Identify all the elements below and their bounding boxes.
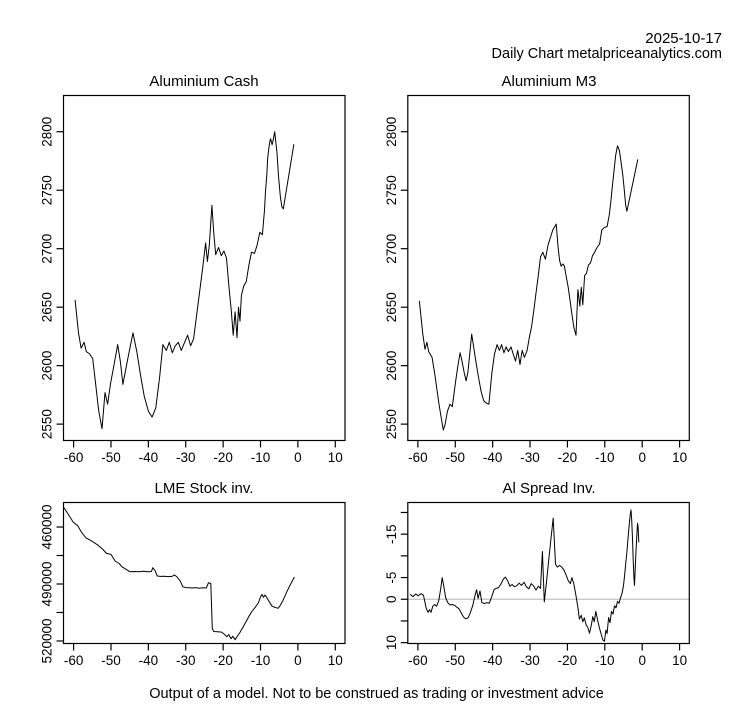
x-tick-label: -60 (408, 653, 428, 668)
plot-box (62, 94, 346, 442)
plot-box (407, 501, 690, 645)
y-tick-label: 2600 (384, 351, 399, 381)
x-tick-label: 10 (672, 653, 687, 668)
x-tick-label: -50 (101, 450, 121, 465)
x-tick-label: 0 (638, 653, 646, 668)
y-tick-label: 2750 (384, 175, 399, 205)
y-tick-label: 520000 (40, 618, 55, 663)
y-tick-label: -5 (384, 572, 399, 584)
y-tick-label: 2700 (384, 234, 399, 264)
x-tick-label: -30 (520, 450, 540, 465)
x-tick-label: -50 (446, 653, 466, 668)
x-tick-label: 0 (638, 450, 646, 465)
y-tick-label: 2750 (40, 175, 55, 205)
plot-box (407, 94, 690, 442)
disclaimer: Output of a model. Not to be construed a… (149, 686, 604, 702)
chart-title-al-spread-inv: Al Spread Inv. (502, 479, 596, 497)
y-tick-label: 2600 (40, 351, 55, 381)
y-tick-label: -15 (384, 524, 399, 544)
x-tick-label: -60 (64, 653, 84, 668)
x-tick-label: -20 (213, 653, 233, 668)
x-tick-label: -40 (139, 450, 159, 465)
chart-title-lme-stock-inv: LME Stock inv. (154, 479, 254, 497)
x-tick-label: -50 (446, 450, 466, 465)
y-tick-label: 460000 (40, 504, 55, 549)
x-tick-label: -30 (176, 450, 196, 465)
x-tick-label: -60 (64, 450, 84, 465)
y-tick-label: 2650 (384, 292, 399, 322)
chart-2: -60 -50 -40 -30 -20 -10 0 10 460000 490000 520000 (40, 501, 346, 668)
series-line (63, 507, 295, 641)
x-tick-label: -30 (520, 653, 540, 668)
x-tick-label: -40 (139, 653, 159, 668)
y-tick-label: 2800 (384, 117, 399, 147)
chart-0: -60 -50 -40 -30 -20 -10 0 10 2550 2600 2650 2700 275… (40, 94, 346, 465)
series-line (418, 145, 639, 431)
x-tick-label: 10 (328, 450, 343, 465)
y-tick-label: 2550 (384, 409, 399, 439)
y-tick-label: 2700 (40, 234, 55, 264)
x-tick-label: -10 (595, 653, 615, 668)
x-tick-label: -40 (483, 450, 503, 465)
x-tick-label: 10 (328, 653, 343, 668)
x-tick-label: -10 (251, 653, 271, 668)
x-tick-label: 10 (672, 450, 687, 465)
y-tick-label: 2650 (40, 292, 55, 322)
y-tick-label: 490000 (40, 561, 55, 606)
y-tick-label: 0 (384, 595, 399, 603)
x-tick-label: -10 (251, 450, 271, 465)
x-tick-label: -30 (176, 653, 196, 668)
x-tick-label: -20 (213, 450, 233, 465)
x-tick-label: 0 (294, 653, 302, 668)
series-line (409, 509, 640, 642)
plot-box (62, 501, 346, 645)
x-tick-label: -40 (483, 653, 503, 668)
series-line (74, 131, 295, 430)
chart-title-aluminium-m3: Aluminium M3 (501, 72, 597, 90)
x-tick-label: 0 (294, 450, 302, 465)
x-tick-label: -20 (558, 653, 578, 668)
chart-title-aluminium-cash: Aluminium Cash (149, 72, 259, 90)
x-tick-label: -60 (408, 450, 428, 465)
x-tick-label: -10 (595, 450, 615, 465)
date-label: 2025-10-17 (645, 30, 722, 47)
y-tick-label: 10 (384, 635, 399, 650)
x-tick-label: -50 (101, 653, 121, 668)
y-tick-label: 2800 (40, 117, 55, 147)
chart-1: -60 -50 -40 -30 -20 -10 0 10 2550 2600 2650 2700 275… (384, 94, 690, 465)
x-tick-label: -20 (558, 450, 578, 465)
source-label: Daily Chart metalpriceanalytics.com (491, 45, 722, 62)
y-tick-label: 2550 (40, 409, 55, 439)
